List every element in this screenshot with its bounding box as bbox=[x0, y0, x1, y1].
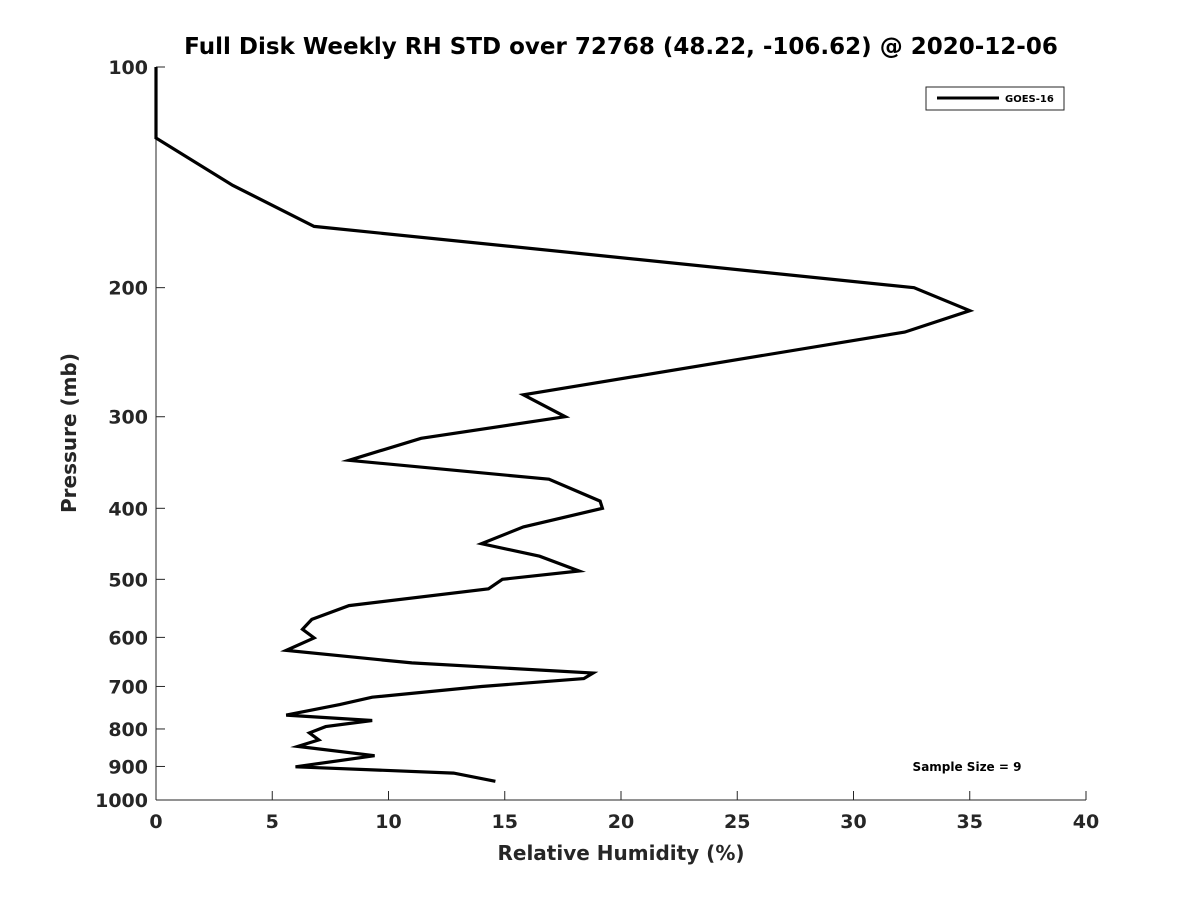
axes bbox=[155, 67, 1086, 801]
x-axis-ticks: 0 5 10 15 20 25 30 35 40 bbox=[149, 791, 1099, 833]
x-tick-label: 20 bbox=[608, 811, 634, 833]
legend-label-goes-16: GOES-16 bbox=[1005, 94, 1054, 105]
series-layer bbox=[154, 67, 975, 783]
y-tick-label: 100 bbox=[108, 57, 148, 79]
y-tick-label: 700 bbox=[108, 676, 148, 698]
y-tick-label: 400 bbox=[108, 498, 148, 520]
y-tick-label: 1000 bbox=[95, 790, 148, 812]
x-tick-label: 35 bbox=[957, 811, 983, 833]
x-axis-title: Relative Humidity (%) bbox=[497, 841, 744, 865]
x-tick-label: 15 bbox=[492, 811, 518, 833]
x-tick-label: 25 bbox=[724, 811, 750, 833]
x-tick-label: 0 bbox=[149, 811, 162, 833]
y-tick-label: 900 bbox=[108, 756, 148, 778]
y-tick-label: 300 bbox=[108, 407, 148, 429]
y-tick-label: 800 bbox=[108, 719, 148, 741]
y-tick-label: 600 bbox=[108, 627, 148, 649]
y-tick-label: 200 bbox=[108, 278, 148, 300]
legend: GOES-16 bbox=[925, 86, 1065, 111]
chart-title: Full Disk Weekly RH STD over 72768 (48.2… bbox=[184, 34, 1058, 60]
y-tick-label: 500 bbox=[108, 569, 148, 591]
x-tick-label: 40 bbox=[1073, 811, 1099, 833]
series-line-goes-16 bbox=[154, 67, 975, 783]
x-tick-label: 30 bbox=[840, 811, 866, 833]
x-tick-label: 5 bbox=[266, 811, 279, 833]
y-axis-title: Pressure (mb) bbox=[57, 353, 81, 513]
sample-size-annotation: Sample Size = 9 bbox=[913, 760, 1022, 774]
y-axis-ticks: 100 200 300 400 500 600 700 800 900 1000 bbox=[95, 57, 165, 812]
x-tick-label: 10 bbox=[375, 811, 401, 833]
